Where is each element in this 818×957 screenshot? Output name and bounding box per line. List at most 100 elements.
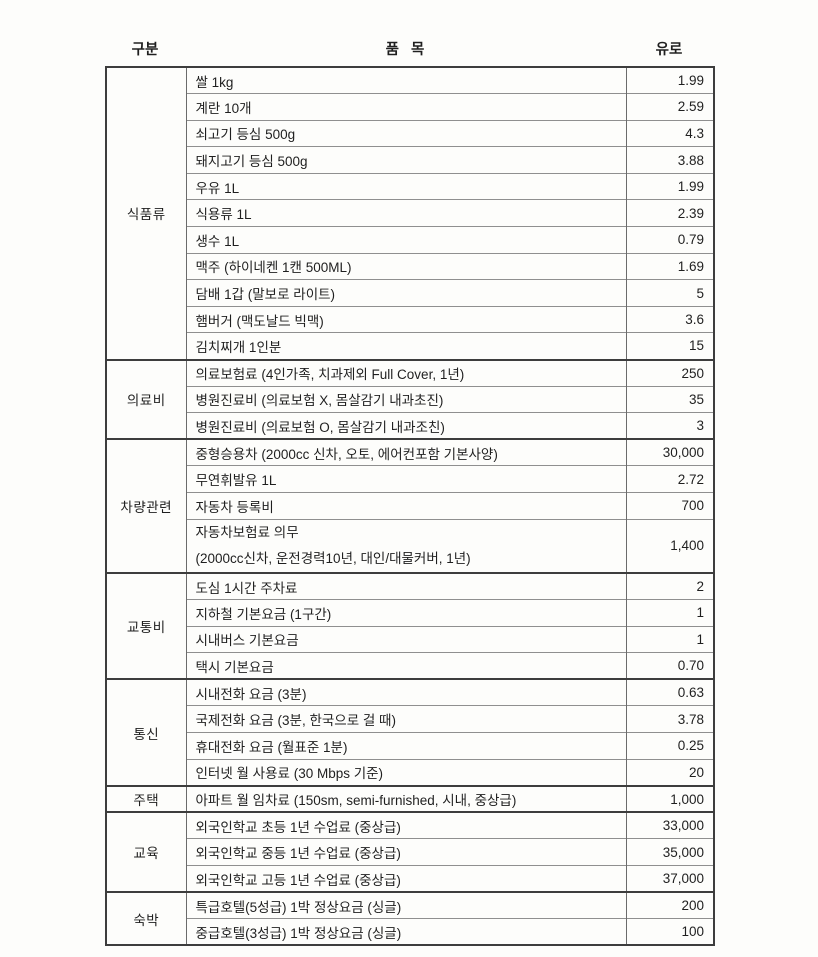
price-cell: 250 (626, 358, 714, 387)
item-cell: 돼지고기 등심 500g (186, 146, 627, 174)
price-cell: 5 (626, 279, 714, 307)
table-row: 김치찌개 1인분 15 (106, 332, 714, 360)
item-cell: 식용류 1L (186, 199, 627, 227)
table-row: 외국인학교 중등 1년 수업료 (중상급) 35,000 (106, 838, 714, 866)
item-cell: 시내버스 기본요금 (186, 625, 627, 653)
table-row: 숙박 특급호텔(5성급) 1박 정상요금 (싱글) 200 (106, 891, 714, 946)
item-cell: 병원진료비 (의료보험 O, 몸살감기 내과조친) (186, 412, 627, 440)
item-cell: 자동차보험료 의무 (2000cc신차, 운전경력10년, 대인/대물커버, 1년… (186, 518, 627, 573)
price-cell: 1.99 (626, 172, 714, 200)
table-row: 생수 1L 0.79 (106, 226, 714, 254)
category-cell: 의료비 (106, 358, 187, 440)
item-cell: 외국인학교 고등 1년 수업료 (중상급) (186, 865, 627, 893)
item-cell: 무연휘발유 1L (186, 465, 627, 493)
item-cell: 자동차 등록비 (186, 492, 627, 520)
table-row: 인터넷 월 사용료 (30 Mbps 기준) 20 (106, 758, 714, 786)
item-cell: 병원진료비 (의료보험 X, 몸살감기 내과초진) (186, 385, 627, 413)
item-cell: 중급호텔(3성급) 1박 정상요금 (싱글) (186, 918, 627, 946)
item-cell: 계란 10개 (186, 93, 627, 121)
price-cell: 3.78 (626, 705, 714, 733)
price-cell: 0.63 (626, 678, 714, 706)
table-row: 자동차보험료 의무 (2000cc신차, 운전경력10년, 대인/대물커버, 1년… (106, 518, 714, 573)
table-row: 돼지고기 등심 500g 3.88 (106, 146, 714, 174)
price-cell: 20 (626, 758, 714, 786)
price-cell: 30,000 (626, 438, 714, 466)
table-row: 통신 시내전화 요금 (3분) 0.63 (106, 678, 714, 786)
price-cell: 1.99 (626, 66, 714, 94)
price-cell: 3.88 (626, 146, 714, 174)
price-cell: 35,000 (626, 838, 714, 866)
table-row: 식품류 쌀 1kg 1.99 (106, 66, 714, 360)
item-cell: 우유 1L (186, 172, 627, 200)
price-cell: 1,000 (626, 784, 714, 813)
price-cell: 100 (626, 918, 714, 946)
category-cell: 교통비 (106, 571, 187, 680)
item-cell: 맥주 (하이네켄 1캔 500ML) (186, 252, 627, 280)
table-row: 외국인학교 고등 1년 수업료 (중상급) 37,000 (106, 865, 714, 893)
price-cell: 33,000 (626, 811, 714, 839)
table-row: 계란 10개 2.59 (106, 93, 714, 121)
price-cell: 37,000 (626, 865, 714, 893)
price-cell: 2 (626, 572, 714, 600)
header-col-category: 구분 (131, 42, 159, 58)
item-cell: 특급호텔(5성급) 1박 정상요금 (싱글) (186, 891, 627, 919)
item-cell: 택시 기본요금 (186, 652, 627, 680)
category-cell: 교육 (106, 811, 187, 893)
price-cell: 1 (626, 599, 714, 627)
category-cell: 주택 (106, 784, 187, 813)
price-cell: 0.25 (626, 732, 714, 760)
table-row: 담배 1갑 (말보로 라이트) 5 (106, 279, 714, 307)
category-cell: 통신 (106, 678, 187, 786)
table-row: 차량관련 중형승용차 (2000cc 신차, 오토, 에어컨포함 기본사양) 30,… (106, 438, 714, 573)
table-row: 교육 외국인학교 초등 1년 수업료 (중상급) 33,000 (106, 811, 714, 893)
price-cell: 3 (626, 412, 714, 440)
price-cell: 200 (626, 891, 714, 919)
table-row: 국제전화 요금 (3분, 한국으로 걸 때) 3.78 (106, 705, 714, 733)
table-row: 자동차 등록비 700 (106, 492, 714, 520)
table-header-row: 구분 품 목 유로 (105, 38, 713, 62)
table-row: 지하철 기본요금 (1구간) 1 (106, 599, 714, 627)
item-cell: 외국인학교 중등 1년 수업료 (중상급) (186, 838, 627, 866)
item-line-2: (2000cc신차, 운전경력10년, 대인/대물커버, 1년) (195, 550, 471, 566)
table-row: 교통비 도심 1시간 주차료 2 (106, 571, 714, 680)
price-cell: 4.3 (626, 119, 714, 147)
item-cell: 시내전화 요금 (3분) (186, 678, 627, 706)
item-cell: 중형승용차 (2000cc 신차, 오토, 에어컨포함 기본사양) (186, 438, 627, 466)
item-line-1: 자동차보험료 의무 (195, 524, 299, 540)
price-cell: 1 (626, 625, 714, 653)
category-cell: 숙박 (106, 891, 187, 946)
table-row: 쇠고기 등심 500g 4.3 (106, 119, 714, 147)
item-cell: 쇠고기 등심 500g (186, 119, 627, 147)
price-cell: 700 (626, 492, 714, 520)
item-cell: 의료보험료 (4인가족, 치과제외 Full Cover, 1년) (186, 358, 627, 387)
table-row: 맥주 (하이네켄 1캔 500ML) 1.69 (106, 252, 714, 280)
price-cell: 0.79 (626, 226, 714, 254)
table-row: 식용류 1L 2.39 (106, 199, 714, 227)
item-cell: 쌀 1kg (186, 66, 627, 94)
table-row: 택시 기본요금 0.70 (106, 652, 714, 680)
table-row: 시내버스 기본요금 1 (106, 625, 714, 653)
item-cell: 담배 1갑 (말보로 라이트) (186, 279, 627, 307)
category-cell: 식품류 (106, 66, 187, 360)
table-row: 우유 1L 1.99 (106, 172, 714, 200)
table-row: 휴대전화 요금 (월표준 1분) 0.25 (106, 732, 714, 760)
table-row: 중급호텔(3성급) 1박 정상요금 (싱글) 100 (106, 918, 714, 946)
table-row: 무연휘발유 1L 2.72 (106, 465, 714, 493)
price-cell: 2.59 (626, 93, 714, 121)
price-cell: 35 (626, 385, 714, 413)
item-cell: 도심 1시간 주차료 (186, 572, 627, 600)
item-cell: 생수 1L (186, 226, 627, 254)
price-cell: 1.69 (626, 252, 714, 280)
table-row: 병원진료비 (의료보험 O, 몸살감기 내과조친) 3 (106, 412, 714, 440)
item-cell: 휴대전화 요금 (월표준 1분) (186, 732, 627, 760)
table-row: 의료비 의료보험료 (4인가족, 치과제외 Full Cover, 1년) 250 (106, 358, 714, 440)
price-cell: 2.39 (626, 199, 714, 227)
price-table-body: 식품류 쌀 1kg 1.99 계란 10개 2.59 쇠고기 등심 500g 4.3 돼지고기… (106, 66, 714, 946)
price-cell: 0.70 (626, 652, 714, 680)
item-cell: 김치찌개 1인분 (186, 332, 627, 360)
price-cell: 3.6 (626, 305, 714, 333)
table-row: 주택 아파트 월 임차료 (150sm, semi-furnished, 시내, … (106, 784, 714, 813)
category-cell: 차량관련 (106, 438, 187, 573)
price-cell: 15 (626, 332, 714, 360)
item-cell: 인터넷 월 사용료 (30 Mbps 기준) (186, 758, 627, 786)
